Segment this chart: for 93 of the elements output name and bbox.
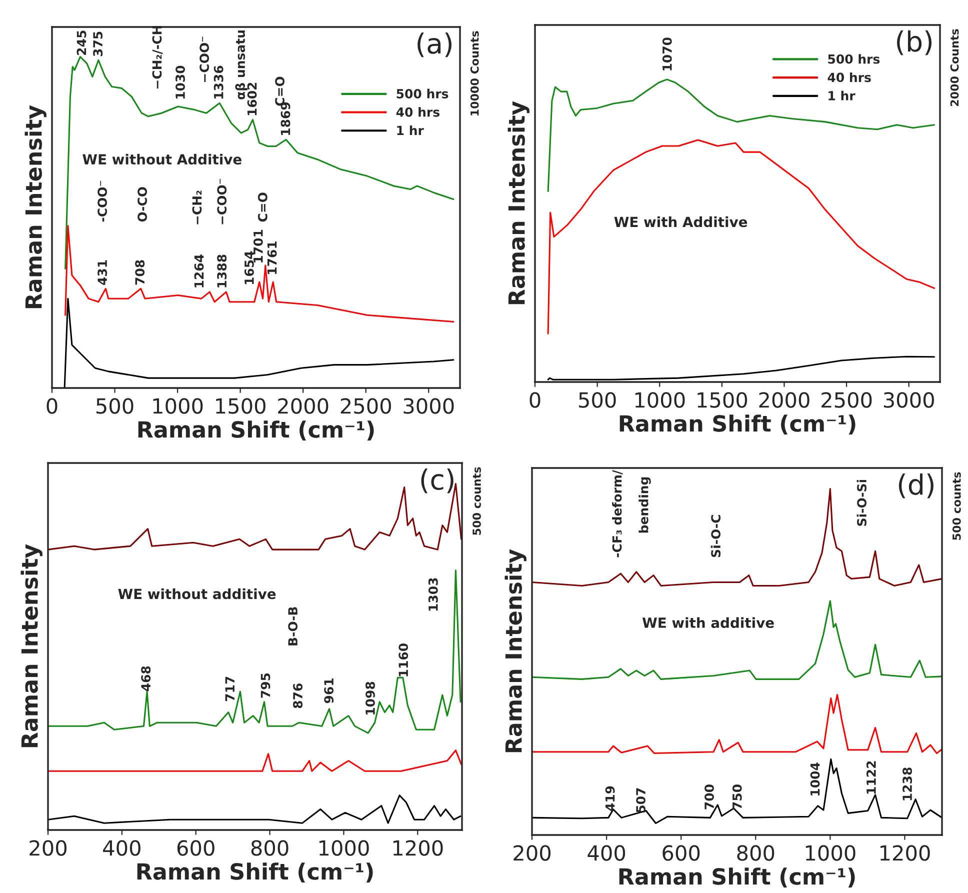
text: 2000 Counts [950, 29, 959, 106]
annotation: −CH₂ [192, 190, 202, 224]
x-tick-label: 600 [177, 840, 214, 856]
annotation: (d) [898, 474, 934, 498]
annotation: 1761 [267, 241, 277, 274]
x-tick-label: 2500 [340, 398, 391, 414]
text: 245 [76, 30, 86, 55]
annotation: B-O-B [288, 607, 298, 646]
annotation: 468 [141, 666, 151, 692]
annotation: Si-O-Si [856, 480, 866, 526]
annotation: 431 [98, 260, 108, 285]
annotation: -COO⁻ [98, 180, 108, 222]
annotation: bending [638, 477, 651, 533]
annotation: WE with Additive [614, 216, 748, 228]
annotation: O-CO [138, 187, 148, 222]
legend-label: 1 hr [397, 125, 424, 135]
x-tick-label: 200 [30, 840, 66, 856]
annotation: 1388 [217, 254, 227, 288]
annotation: 1602 [247, 82, 257, 116]
annotation: −CH₂/-CH [152, 26, 163, 88]
annotation: 795 [260, 673, 270, 698]
x-tick-label: 200 [514, 845, 550, 861]
x-tick-label: 1000 [806, 845, 856, 861]
x-tick-label: 1200 [880, 845, 930, 861]
annotation: 419 [605, 786, 615, 811]
x-tick-label: 1000 [635, 392, 685, 408]
x-tick-label: 600 [662, 845, 700, 861]
annotation: −COO⁻ [200, 36, 210, 82]
y-axis-title: Raman Intensity [504, 549, 526, 752]
text: 1070 [662, 38, 672, 70]
legend-label: 1 hr [828, 90, 856, 100]
annotation: 876 [293, 683, 303, 708]
x-tick-label: 400 [588, 845, 626, 861]
annotation: 750 [732, 784, 742, 810]
x-tick-label: 0 [46, 398, 58, 414]
annotation: (a) [418, 32, 452, 58]
x-tick-label: 800 [737, 845, 774, 861]
annotation: 1303 [428, 578, 438, 611]
x-tick-label: 3000 [404, 398, 454, 414]
annotation: 1701 [253, 230, 263, 262]
x-axis-title: Raman Shift (cm⁻¹) [620, 414, 856, 434]
legend-label: 40 hrs [828, 72, 871, 82]
annotation: 1160 [398, 644, 408, 676]
legend-label: 500 hrs [828, 54, 880, 64]
x-axis-title: Raman Shift (cm⁻¹) [137, 862, 373, 882]
x-tick-label: 0 [530, 392, 540, 408]
x-tick-label: 500 [96, 398, 134, 414]
text: 500 counts [952, 472, 961, 540]
x-tick-label: 1000 [153, 398, 203, 414]
x-tick-label: 3000 [884, 392, 934, 408]
annotation: 717 [225, 676, 234, 702]
text: 375 [93, 32, 103, 56]
text: 500 counts [472, 467, 481, 535]
x-tick-label: 2000 [759, 392, 810, 408]
annotation: 1122 [866, 761, 876, 794]
annotation: −COO⁻ [217, 178, 227, 224]
annotation: WE without Additive [82, 154, 242, 165]
annotation: 961 [324, 678, 334, 704]
y-axis-title: Raman Intensity [24, 105, 46, 308]
annotation: Si-O-C [710, 515, 721, 558]
annotation: WE with additive [642, 617, 774, 628]
x-tick-label: 1500 [216, 398, 266, 414]
x-tick-label: 2500 [822, 392, 872, 408]
annotation: 1238 [902, 768, 912, 800]
annotation: 708 [135, 260, 145, 285]
x-tick-label: 1500 [698, 392, 748, 408]
x-tick-label: 400 [103, 840, 140, 856]
x-tick-label: 800 [251, 840, 288, 856]
annotation: 1654 [244, 251, 254, 284]
annotation: 507 [636, 788, 646, 812]
annotation: (c) [421, 468, 454, 494]
text: (b) [897, 30, 932, 56]
annotation: 1004 [810, 762, 820, 796]
x-tick-label: 500 [579, 392, 616, 408]
x-axis-title: Raman Shift (cm⁻¹) [138, 420, 374, 440]
legend-label: 40 hrs [396, 107, 440, 117]
annotation: 1030 [176, 66, 185, 99]
x-tick-label: 1200 [393, 840, 443, 856]
annotation: 700 [704, 784, 714, 810]
x-tick-label: 1000 [319, 840, 369, 856]
annotation: 1336 [214, 66, 224, 99]
x-tick-label: 2000 [278, 398, 328, 414]
text: 10000 Counts [470, 31, 479, 116]
annotation: -CF₃ deform/ [612, 470, 623, 558]
annotation: 1098 [366, 682, 375, 714]
x-axis-title: Raman Shift (cm⁻¹) [619, 868, 855, 888]
annotation: αβ unsatu [235, 30, 248, 100]
y-axis-title: Raman Intensity [20, 544, 42, 748]
legend-label: 500 hrs [396, 88, 448, 98]
annotation: WE without additive [118, 588, 276, 600]
annotation: C=O [258, 192, 268, 222]
y-axis-title: Raman Intensity [508, 101, 530, 304]
annotation: 1264 [194, 254, 204, 288]
